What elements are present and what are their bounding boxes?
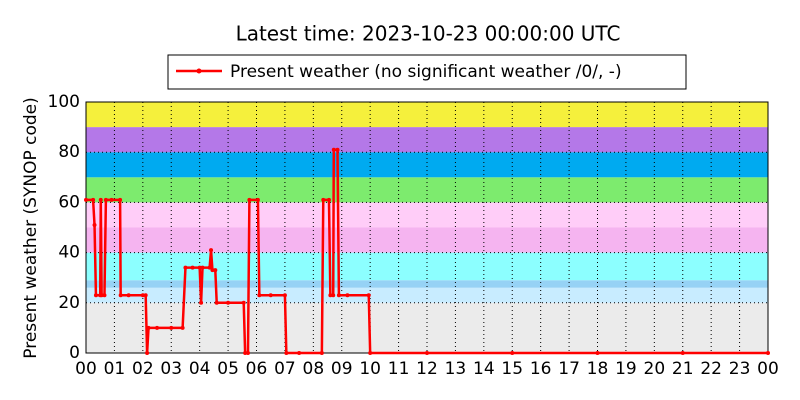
legend (167, 54, 687, 90)
data-point (284, 351, 289, 355)
y-tick-label: 0 (69, 343, 80, 363)
data-point (595, 351, 600, 355)
x-tick-label: 03 (160, 359, 182, 379)
band (86, 280, 768, 288)
data-point (328, 293, 333, 298)
x-tick-label: 05 (217, 359, 239, 379)
data-point (126, 293, 131, 298)
data-point (197, 265, 202, 270)
x-tick-label: 08 (303, 359, 325, 379)
data-point (213, 268, 218, 273)
x-tick-label: 23 (729, 359, 751, 379)
band (86, 287, 768, 303)
x-tick-label: 19 (615, 359, 637, 379)
y-tick-label: 80 (58, 142, 80, 162)
data-point (245, 351, 250, 355)
x-tick-label: 10 (359, 359, 381, 379)
data-point (241, 300, 246, 305)
data-point (93, 293, 98, 298)
data-point (425, 351, 429, 355)
x-tick-label: 06 (246, 359, 268, 379)
data-point (143, 293, 148, 298)
data-point (510, 351, 515, 355)
data-point (282, 293, 287, 298)
data-point (331, 293, 336, 298)
y-tick-label: 60 (58, 192, 80, 212)
data-point (200, 265, 205, 270)
data-point (321, 197, 326, 202)
data-point (257, 293, 262, 298)
data-point (214, 300, 219, 305)
chart-title: Latest time: 2023-10-23 00:00:00 UTC (236, 22, 621, 46)
data-point (336, 293, 341, 298)
data-point (92, 222, 97, 227)
x-tick-label: 00 (75, 359, 97, 379)
x-tick-label: 11 (388, 359, 410, 379)
legend-label: Present weather (no significant weather … (230, 62, 622, 82)
x-tick-label: 22 (700, 359, 722, 379)
x-tick-label: 14 (473, 359, 495, 379)
x-tick-label: 00 (757, 359, 779, 379)
data-point (155, 325, 160, 330)
data-point (210, 268, 215, 273)
data-point (98, 197, 103, 202)
data-point (109, 197, 114, 202)
data-point (180, 325, 185, 330)
data-point (118, 293, 123, 298)
x-tick-label: 17 (558, 359, 580, 379)
x-tick-label: 18 (587, 359, 609, 379)
data-point (169, 325, 174, 330)
data-point (118, 197, 123, 202)
data-point (268, 293, 273, 298)
data-point (183, 265, 188, 270)
data-point (368, 351, 373, 355)
y-tick-label: 20 (58, 293, 80, 313)
x-tick-label: 20 (644, 359, 666, 379)
data-point (146, 325, 151, 330)
data-point (297, 351, 302, 355)
data-point (326, 197, 331, 202)
data-point (103, 197, 108, 202)
data-point (226, 300, 231, 305)
data-point (91, 197, 96, 202)
x-tick-label: 13 (445, 359, 467, 379)
band (86, 152, 768, 178)
data-point (319, 351, 324, 355)
data-point (99, 293, 104, 298)
data-point (199, 300, 204, 305)
data-point (140, 293, 145, 298)
data-point (207, 265, 212, 270)
x-tick-label: 02 (132, 359, 154, 379)
x-tick-label: 07 (274, 359, 296, 379)
data-point (209, 248, 214, 253)
legend-marker (196, 68, 202, 74)
x-tick-label: 21 (672, 359, 694, 379)
x-tick-label: 15 (501, 359, 523, 379)
data-point (247, 197, 252, 202)
data-point (366, 293, 371, 298)
data-point (243, 351, 248, 355)
y-axis-label: Present weather (SYNOP code) (21, 97, 41, 358)
x-tick-label: 12 (416, 359, 438, 379)
data-point (335, 147, 340, 152)
data-point (102, 293, 107, 298)
x-tick-label: 16 (530, 359, 552, 379)
data-point (331, 147, 336, 152)
band (86, 302, 768, 353)
data-point (190, 265, 195, 270)
x-tick-label: 09 (331, 359, 353, 379)
y-tick-label: 100 (48, 92, 80, 112)
x-tick-label: 04 (189, 359, 211, 379)
data-point (680, 351, 685, 355)
data-point (84, 197, 88, 202)
data-point (145, 351, 150, 355)
data-point (255, 197, 260, 202)
y-tick-label: 40 (58, 243, 80, 263)
x-tick-label: 01 (104, 359, 126, 379)
band (86, 227, 768, 253)
band (86, 127, 768, 153)
data-point (345, 293, 350, 298)
data-point (766, 351, 770, 355)
